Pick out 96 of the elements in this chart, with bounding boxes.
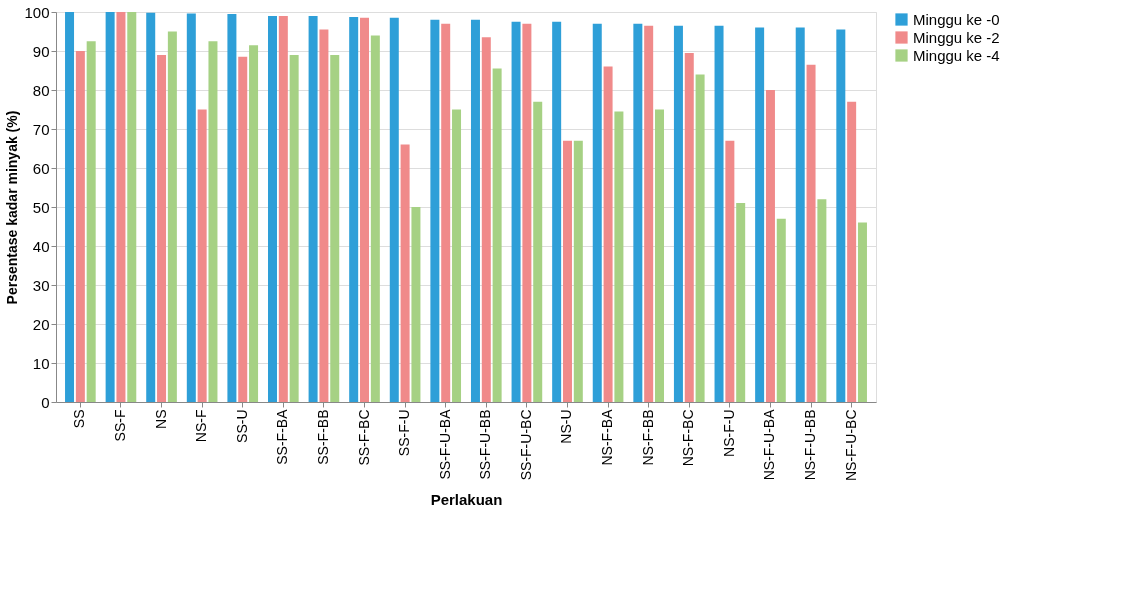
bar <box>552 21 562 402</box>
bar <box>714 25 724 402</box>
x-axis-title: Perlakuan <box>430 491 503 509</box>
bar <box>441 23 451 402</box>
bar <box>360 17 370 402</box>
bar <box>684 52 694 402</box>
bar <box>736 203 746 402</box>
bar <box>562 140 572 402</box>
x-tick-label: NS-F-U <box>720 409 737 457</box>
bar <box>330 54 340 402</box>
bar <box>227 13 237 402</box>
x-tick-label: NS-F-BB <box>639 409 656 466</box>
x-tick-label: NS-F-BA <box>599 408 616 466</box>
y-tick-label: 60 <box>32 159 50 177</box>
bar <box>167 31 177 402</box>
bar <box>673 25 683 402</box>
bar <box>592 23 602 402</box>
bar <box>105 12 115 402</box>
bar <box>238 56 248 402</box>
x-tick-label: NS-F-BC <box>680 409 697 467</box>
bar <box>86 41 96 402</box>
bar <box>65 12 75 402</box>
bar <box>847 101 857 402</box>
bar <box>319 29 329 402</box>
x-tick-label: NS-F-U-BB <box>802 409 819 481</box>
bar <box>349 17 359 402</box>
bar <box>533 101 543 402</box>
y-tick-label: 100 <box>24 3 50 21</box>
bar <box>492 68 502 402</box>
legend-label: Minggu ke -2 <box>913 28 1000 46</box>
y-tick-label: 80 <box>32 81 50 99</box>
bar <box>75 51 85 402</box>
bar <box>795 27 805 402</box>
x-tick-label: NS-F-U-BA <box>761 408 778 481</box>
x-tick-label: SS-F-U-BC <box>517 409 534 481</box>
bar <box>725 140 735 402</box>
legend-label: Minggu ke -0 <box>913 10 1000 28</box>
x-tick-label: SS <box>71 409 88 429</box>
y-tick-label: 10 <box>32 354 50 372</box>
bar <box>278 15 288 402</box>
bar <box>186 13 196 402</box>
bar <box>817 199 827 402</box>
bar <box>836 29 846 402</box>
x-tick-label: NS-F-U-BC <box>842 409 859 482</box>
y-axis-title: Persentase kadar minyak (%) <box>4 110 21 305</box>
bar <box>400 144 410 402</box>
bar <box>695 74 705 402</box>
bar <box>522 23 532 402</box>
bar <box>389 17 399 402</box>
bar <box>573 140 583 402</box>
bar <box>511 21 521 402</box>
y-tick-label: 50 <box>32 198 50 216</box>
legend-label: Minggu ke -4 <box>913 46 1000 64</box>
bar <box>146 12 156 402</box>
bar <box>765 90 775 402</box>
x-tick-label: SS-F-U-BB <box>477 409 494 480</box>
bar <box>857 222 867 402</box>
y-tick-label: 20 <box>32 315 50 333</box>
bar <box>655 109 664 402</box>
x-tick-label: NS-F <box>193 409 210 443</box>
bar <box>127 12 137 402</box>
y-tick-label: 30 <box>32 276 50 294</box>
bar <box>603 66 613 402</box>
x-tick-label: SS-F <box>111 409 128 442</box>
x-tick-label: SS-F-BB <box>314 409 331 465</box>
x-tick-label: NS-U <box>558 409 575 444</box>
x-tick-label: SS-U <box>233 409 250 443</box>
bar <box>249 45 259 402</box>
x-tick-label: SS-F-U <box>396 409 413 457</box>
bar <box>289 54 299 402</box>
x-tick-label: SS-F-BC <box>355 409 372 466</box>
bar <box>430 19 440 402</box>
bar <box>208 41 218 402</box>
bar <box>470 19 480 402</box>
bar <box>633 23 643 402</box>
y-tick-label: 90 <box>32 42 50 60</box>
x-tick-label: NS <box>152 409 169 429</box>
bar <box>452 109 462 402</box>
bar <box>157 54 167 402</box>
bar <box>614 111 624 402</box>
bar <box>755 27 765 402</box>
bar <box>481 37 491 402</box>
bar <box>644 25 654 402</box>
bar <box>411 207 421 402</box>
x-tick-label: SS-F-U-BA <box>436 408 453 480</box>
bar <box>197 109 207 402</box>
bar <box>268 15 277 402</box>
y-tick-label: 0 <box>41 393 50 411</box>
y-tick-label: 40 <box>32 237 50 255</box>
bar <box>116 12 126 402</box>
bar <box>308 15 318 402</box>
y-tick-label: 70 <box>32 120 50 138</box>
bar <box>370 35 380 402</box>
bar <box>806 64 816 402</box>
bar <box>776 218 786 402</box>
x-tick-label: SS-F-BA <box>274 408 291 465</box>
